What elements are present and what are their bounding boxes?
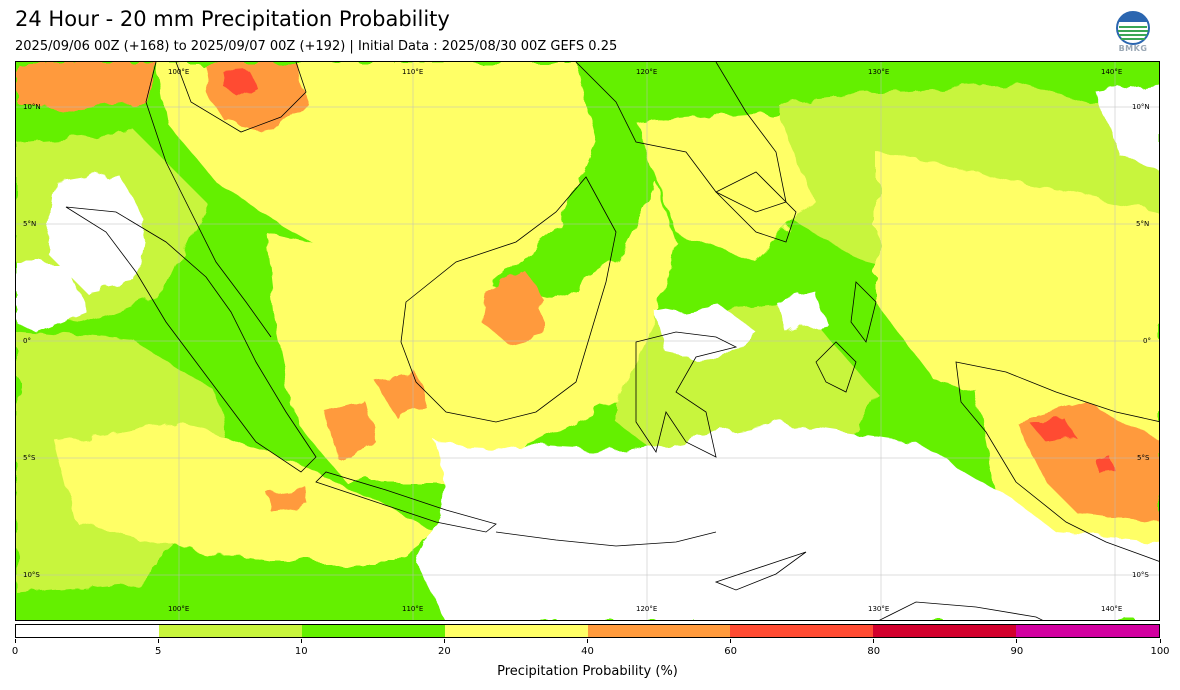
colorbar-tick <box>873 639 875 643</box>
field-red-indochina <box>221 68 256 97</box>
colorbar-tick-label: 60 <box>724 646 737 657</box>
lat-label-left-5n: 5°N <box>23 220 37 228</box>
colorbar-tick <box>300 639 302 643</box>
colorbar-tick <box>1016 639 1018 643</box>
field-white-west <box>16 262 86 332</box>
coast-halmahera <box>850 281 877 343</box>
colorbar-segment-20 <box>444 625 588 637</box>
lat-label-right-0: 0° <box>1143 337 1151 345</box>
field-white-sulawesi <box>656 302 756 362</box>
lon-label-top-110: 110°E <box>402 68 424 76</box>
colorbar-tick <box>443 639 445 643</box>
coast-new-guinea <box>955 361 1159 562</box>
field-white-northeast <box>1096 82 1159 172</box>
lon-label-top-120: 120°E <box>636 68 658 76</box>
colorbar-tick <box>14 639 16 643</box>
colorbar-segment-5 <box>158 625 302 637</box>
coast-borneo <box>400 176 617 423</box>
colorbar-tick-label: 5 <box>154 646 162 657</box>
lat-label-right-5n: 5°N <box>1136 220 1150 228</box>
colorbar-segment-10 <box>301 625 445 637</box>
colorbar-tick-label: 20 <box>438 646 451 657</box>
lon-label-bottom-100: 100°E <box>168 605 190 613</box>
coast-sulawesi <box>635 331 738 458</box>
lon-label-bottom-140: 140°E <box>1101 605 1123 613</box>
lat-label-right-10s: 10°S <box>1132 571 1149 579</box>
coast-mindanao <box>715 171 797 243</box>
field-yellow-southwest <box>56 422 436 562</box>
colorbar-segment-90 <box>1016 625 1159 637</box>
field-white-moluccas <box>776 292 826 332</box>
coast-sumatra <box>65 206 317 473</box>
colorbar-tick-label: 90 <box>1010 646 1024 657</box>
colorbar-segment-0 <box>16 625 159 637</box>
lon-label-top-140: 140°E <box>1101 68 1123 76</box>
colorbar-tick <box>157 639 159 643</box>
coast-moluccas <box>815 341 857 393</box>
colorbar-tick <box>587 639 588 643</box>
coast-indochina <box>175 62 307 133</box>
coast-java <box>315 471 497 533</box>
lat-label-left-0: 0° <box>23 337 31 345</box>
field-white-sumatra <box>46 172 146 292</box>
page-title: 24 Hour - 20 mm Precipitation Probabilit… <box>15 7 450 31</box>
colorbar-tick-label: 80 <box>867 646 881 657</box>
colorbar-segment-60 <box>730 625 874 637</box>
lon-label-top-100: 100°E <box>168 68 190 76</box>
coast-timor <box>714 551 807 591</box>
colorbar-tick-label: 40 <box>581 646 594 657</box>
field-red-papua-small <box>1096 457 1114 472</box>
map-canvas <box>16 62 1159 620</box>
coast-malay-peninsula <box>145 62 272 338</box>
coastlines <box>65 62 1159 620</box>
lat-label-right-5s: 5°S <box>1137 454 1150 462</box>
colorbar-segment-80 <box>873 625 1017 637</box>
coast-australia <box>879 601 1043 620</box>
colorbar-tick <box>730 639 732 643</box>
field-yellow-central <box>266 182 676 482</box>
field-orange-java-sea <box>376 372 426 417</box>
colorbar <box>15 624 1160 638</box>
logo-text: BMKG <box>1118 44 1148 53</box>
lat-label-left-10n: 10°N <box>23 103 41 111</box>
lat-label-right-10n: 10°N <box>1132 103 1150 111</box>
lon-label-top-130: 130°E <box>868 68 890 76</box>
field-orange-south <box>326 402 376 457</box>
coast-philippines <box>575 62 787 213</box>
lat-label-left-5s: 5°S <box>23 454 36 462</box>
colorbar-tick-label: 100 <box>1150 646 1170 657</box>
field-orange-northwest <box>16 62 156 112</box>
lon-label-bottom-110: 110°E <box>402 605 424 613</box>
bmkg-logo-icon <box>1116 11 1150 45</box>
colorbar-title: Precipitation Probability (%) <box>497 664 678 679</box>
lon-label-bottom-120: 120°E <box>636 605 658 613</box>
field-orange-small <box>266 487 311 512</box>
field-orange-borneo <box>481 272 546 342</box>
field-red-papua <box>1031 420 1076 442</box>
lat-label-left-10s: 10°S <box>23 571 40 579</box>
colorbar-tick <box>1159 639 1161 643</box>
coast-nusa-tenggara <box>495 531 717 547</box>
colorbar-segment-40 <box>587 625 731 637</box>
colorbar-tick-label: 10 <box>294 646 308 657</box>
precipitation-map: 100°E 110°E 120°E 130°E 140°E 100°E 110°… <box>15 61 1160 621</box>
colorbar-tick-label: 0 <box>11 646 19 657</box>
field-white-flores <box>416 422 1159 620</box>
page-subtitle: 2025/09/06 00Z (+168) to 2025/09/07 00Z … <box>15 39 618 54</box>
lon-label-bottom-130: 130°E <box>868 605 890 613</box>
field-yellow-east <box>876 152 1159 412</box>
